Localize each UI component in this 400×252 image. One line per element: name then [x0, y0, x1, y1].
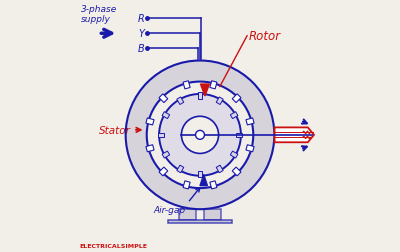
FancyBboxPatch shape — [230, 112, 238, 119]
FancyBboxPatch shape — [246, 145, 254, 152]
Circle shape — [147, 82, 253, 188]
Text: R: R — [138, 14, 144, 24]
FancyBboxPatch shape — [177, 98, 184, 105]
Text: 3-phase
supply: 3-phase supply — [81, 5, 117, 24]
Text: Y: Y — [138, 29, 144, 39]
Polygon shape — [200, 175, 208, 186]
Circle shape — [196, 131, 204, 140]
Bar — [168, 220, 232, 223]
FancyBboxPatch shape — [162, 151, 170, 159]
Circle shape — [159, 94, 241, 176]
FancyBboxPatch shape — [183, 181, 190, 189]
Text: ELECTRICALSIMPLE: ELECTRICALSIMPLE — [80, 243, 148, 248]
Circle shape — [182, 117, 218, 154]
Polygon shape — [200, 85, 210, 97]
Bar — [204, 209, 221, 220]
FancyBboxPatch shape — [210, 181, 217, 189]
FancyBboxPatch shape — [232, 94, 241, 103]
Polygon shape — [274, 128, 314, 143]
FancyBboxPatch shape — [177, 166, 184, 173]
FancyBboxPatch shape — [158, 133, 164, 138]
FancyBboxPatch shape — [159, 94, 168, 103]
Text: B: B — [138, 44, 144, 54]
FancyBboxPatch shape — [216, 98, 223, 105]
Text: Rotor: Rotor — [248, 30, 280, 43]
FancyBboxPatch shape — [162, 112, 170, 119]
FancyBboxPatch shape — [183, 81, 190, 89]
FancyBboxPatch shape — [246, 118, 254, 125]
Bar — [179, 209, 196, 220]
Text: Air-gap: Air-gap — [153, 206, 185, 215]
FancyBboxPatch shape — [146, 118, 154, 125]
FancyBboxPatch shape — [236, 133, 242, 138]
FancyBboxPatch shape — [159, 167, 168, 176]
FancyBboxPatch shape — [210, 81, 217, 89]
FancyBboxPatch shape — [146, 145, 154, 152]
FancyBboxPatch shape — [198, 171, 202, 178]
FancyBboxPatch shape — [232, 167, 241, 176]
FancyBboxPatch shape — [216, 166, 223, 173]
Circle shape — [126, 61, 274, 209]
FancyBboxPatch shape — [198, 93, 202, 99]
FancyBboxPatch shape — [230, 151, 238, 159]
Text: Stator: Stator — [99, 125, 131, 135]
